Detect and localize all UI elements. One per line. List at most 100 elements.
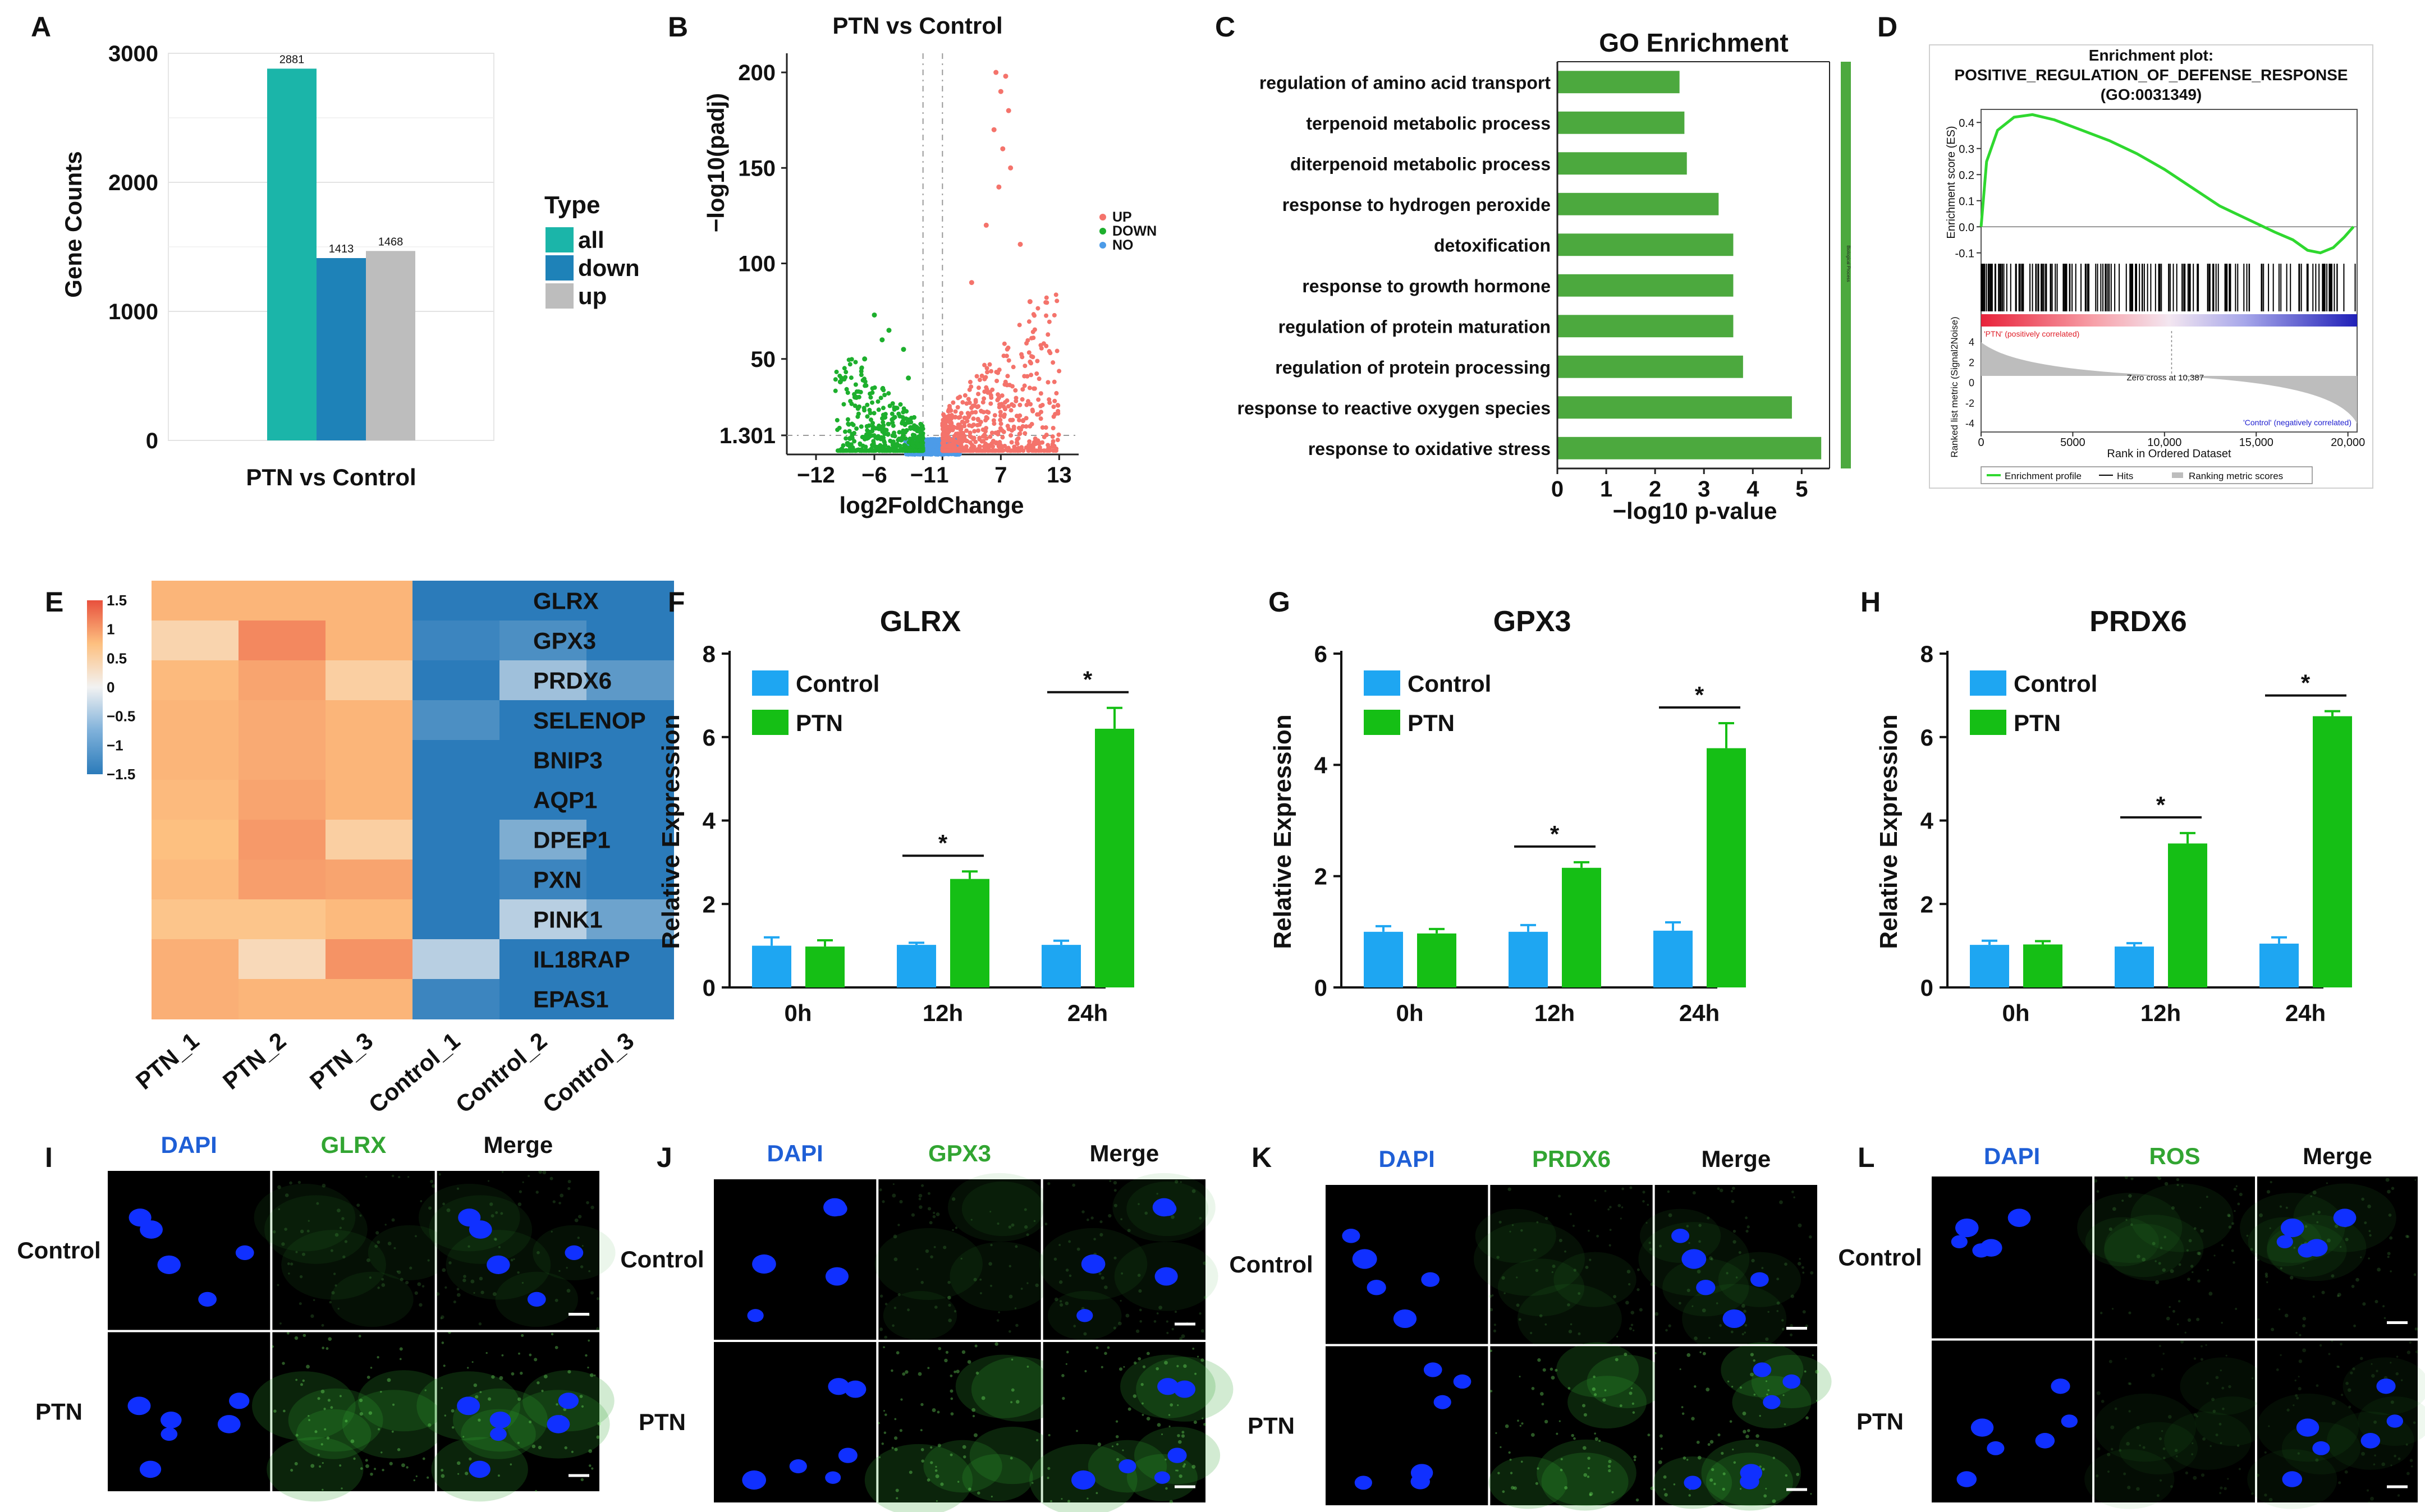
- signal-speckle: [1609, 1229, 1612, 1231]
- signal-speckle: [321, 1323, 324, 1327]
- signal-speckle: [542, 1170, 547, 1175]
- signal-speckle: [2264, 1451, 2267, 1454]
- signal-speckle: [2192, 1442, 2194, 1445]
- heatmap-row-label: GPX3: [533, 628, 596, 654]
- signal-speckle: [473, 1383, 478, 1387]
- signal-speckle: [2125, 1219, 2128, 1221]
- signal-speckle: [1791, 1191, 1794, 1193]
- point-up: [1030, 442, 1035, 447]
- signal-speckle: [2268, 1425, 2270, 1427]
- signal-speckle: [1626, 1270, 1631, 1274]
- point-up: [995, 397, 1000, 402]
- point-up: [1028, 424, 1033, 429]
- signal-speckle: [290, 1468, 294, 1472]
- signal-speckle: [377, 1240, 381, 1244]
- signal-speckle: [1745, 1435, 1749, 1439]
- point-up: [1030, 329, 1035, 334]
- signal-speckle: [381, 1283, 386, 1287]
- point-down: [834, 369, 839, 374]
- point-down: [890, 411, 895, 416]
- point-down: [867, 448, 872, 453]
- point-down: [846, 421, 851, 426]
- signal-speckle: [529, 1420, 532, 1424]
- signal-speckle: [391, 1174, 395, 1178]
- signal-speckle: [2406, 1235, 2410, 1238]
- signal-speckle: [554, 1298, 558, 1302]
- legend-label: DOWN: [1112, 223, 1157, 239]
- point-up: [1000, 435, 1005, 440]
- signal-speckle: [896, 1351, 900, 1355]
- channel-label: Merge: [483, 1132, 553, 1158]
- nucleus: [1722, 1309, 1746, 1329]
- signal-speckle: [1153, 1320, 1157, 1323]
- signal-speckle: [1629, 1391, 1633, 1395]
- signal-speckle: [1686, 1288, 1690, 1293]
- heatmap-cell: [586, 899, 674, 940]
- signal-speckle: [271, 1345, 274, 1348]
- point-up: [964, 428, 969, 433]
- signal-speckle: [441, 1387, 443, 1389]
- signal-speckle: [1766, 1393, 1768, 1396]
- heatmap-cell: [586, 660, 674, 701]
- channel-label: DAPI: [1378, 1146, 1434, 1172]
- signal-speckle: [1202, 1417, 1204, 1419]
- signal-speckle: [1738, 1251, 1741, 1254]
- signal-speckle: [937, 1444, 941, 1447]
- signal-speckle: [521, 1334, 524, 1337]
- signal-speckle: [1489, 1390, 1493, 1392]
- signal-speckle: [2166, 1316, 2170, 1321]
- heatmap-row-label: PXN: [533, 867, 581, 893]
- x-tick-label: 24h: [2285, 1000, 2326, 1026]
- signal-speckle: [2100, 1312, 2103, 1315]
- signal-speckle: [1544, 1323, 1547, 1326]
- signal-speckle: [2187, 1277, 2190, 1281]
- signal-speckle: [950, 1374, 953, 1377]
- point-down: [844, 436, 849, 441]
- signal-speckle: [1593, 1375, 1596, 1378]
- point-up: [1035, 412, 1040, 417]
- signal-speckle: [1594, 1393, 1597, 1396]
- signal-speckle: [1596, 1234, 1599, 1238]
- signal-speckle: [1026, 1282, 1029, 1284]
- nucleus: [1753, 1362, 1772, 1377]
- signal-speckle: [2231, 1249, 2234, 1252]
- signal-speckle: [2298, 1387, 2302, 1391]
- signal-speckle: [1550, 1367, 1553, 1371]
- cytoplasm-signal: [2119, 1422, 2198, 1475]
- point-up: [962, 415, 967, 420]
- y-tick-label: 2: [703, 891, 716, 917]
- y-tick-label: 150: [738, 156, 776, 181]
- signal-speckle: [1587, 1476, 1590, 1478]
- point-up: [1011, 424, 1016, 429]
- signal-speckle: [510, 1258, 514, 1262]
- point-down: [859, 365, 864, 370]
- signal-speckle: [2271, 1327, 2275, 1331]
- signal-speckle: [1746, 1225, 1750, 1229]
- heatmap-cell: [326, 581, 413, 621]
- signal-speckle: [549, 1176, 553, 1180]
- signal-speckle: [1720, 1188, 1723, 1192]
- signal-speckle: [1157, 1423, 1161, 1427]
- signal-speckle: [948, 1318, 952, 1322]
- point-up: [1014, 440, 1019, 445]
- y-tick-label: 4: [1920, 808, 1934, 834]
- signal-speckle: [1645, 1222, 1648, 1224]
- signal-speckle: [430, 1179, 434, 1183]
- point-down: [845, 441, 850, 446]
- signal-speckle: [1691, 1417, 1695, 1421]
- channel-label: DAPI: [1984, 1143, 2040, 1169]
- signal-speckle: [2220, 1486, 2223, 1490]
- point-up: [1037, 376, 1042, 382]
- signal-speckle: [1654, 1312, 1659, 1316]
- signal-speckle: [1551, 1271, 1553, 1274]
- signal-speckle: [2276, 1368, 2279, 1371]
- signal-speckle: [323, 1408, 326, 1410]
- signal-speckle: [1629, 1186, 1633, 1189]
- signal-speckle: [882, 1200, 885, 1203]
- signal-speckle: [1537, 1358, 1541, 1362]
- significance-star: *: [1083, 667, 1093, 693]
- signal-speckle: [1115, 1420, 1118, 1423]
- cytoplasm-signal: [342, 1390, 446, 1459]
- legend-marker-up: [1099, 214, 1106, 220]
